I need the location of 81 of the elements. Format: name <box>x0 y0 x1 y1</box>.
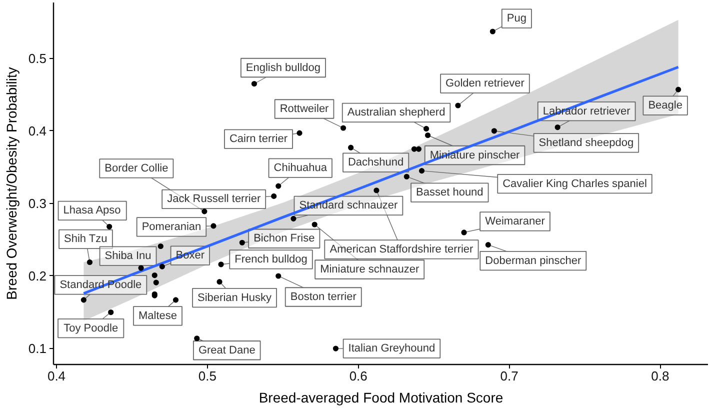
y-tick-label: 0.2 <box>28 268 47 284</box>
point <box>424 132 431 138</box>
annotation: Standard Poodle <box>60 278 142 291</box>
point <box>218 262 224 268</box>
annotation: Miniature schnauzer <box>320 263 420 276</box>
point <box>271 193 277 199</box>
annotation: Shih Tzu <box>64 233 108 246</box>
point <box>491 128 497 134</box>
point <box>676 86 682 92</box>
y-tick-label: 0.3 <box>28 196 47 211</box>
annotation: Basset hound <box>416 186 484 199</box>
point <box>485 242 491 248</box>
point <box>340 125 346 131</box>
annotation: Siberian Husky <box>198 292 272 304</box>
point <box>172 297 179 303</box>
point <box>455 102 461 108</box>
annotation: Golden retriever <box>446 78 525 90</box>
point <box>80 297 86 303</box>
point <box>108 309 114 316</box>
y-tick-label: 0.4 <box>28 123 47 138</box>
y-tick-label: 0.5 <box>28 50 47 66</box>
annotation: Rottweiler <box>280 103 330 116</box>
annotation: Dachshund <box>348 156 404 169</box>
annotation: Shetland sheepdog <box>538 136 634 149</box>
point <box>153 280 159 286</box>
point <box>404 174 410 180</box>
point <box>423 126 430 132</box>
annotation: Weimaraner <box>485 215 546 228</box>
x-tick-label: 0.4 <box>47 368 66 384</box>
point <box>461 230 467 236</box>
point <box>276 273 282 279</box>
x-axis-title: Breed-averaged Food Motivation Score <box>258 390 504 406</box>
annotation: Border Collie <box>104 162 168 174</box>
annotation: English bulldog <box>246 62 321 74</box>
annotation: American Staffordshire terrier <box>330 243 474 256</box>
point <box>332 346 339 352</box>
annotation: Toy Poodle <box>64 322 118 334</box>
x-tick-label: 0.5 <box>198 368 216 384</box>
annotation: Cavalier King Charles spaniel <box>502 178 647 190</box>
point <box>86 259 93 266</box>
point <box>194 336 200 342</box>
annotation: Australian shepherd <box>347 106 446 119</box>
annotation: Lhasa Apso <box>63 204 121 217</box>
point <box>312 222 318 228</box>
point <box>239 240 245 246</box>
y-tick-label: 0.1 <box>28 341 47 356</box>
y-axis-title: Breed Overweight/Obesity Probability <box>3 67 20 300</box>
annotation: Jack Russell terrier <box>167 193 261 206</box>
point <box>138 265 144 271</box>
point <box>276 183 282 189</box>
point <box>348 144 354 150</box>
point <box>159 264 165 270</box>
annotation: Beagle <box>648 100 682 112</box>
point <box>374 188 380 194</box>
x-tick-label: 0.8 <box>651 368 670 384</box>
point <box>296 130 302 136</box>
annotation: Bichon Frise <box>254 232 315 245</box>
point <box>202 208 208 214</box>
annotation: Pug <box>506 12 526 25</box>
annotation: Boston terrier <box>290 290 357 303</box>
point <box>210 223 216 229</box>
annotation: French bulldog <box>234 253 308 266</box>
annotation: Doberman pinscher <box>485 254 582 267</box>
point <box>418 168 425 174</box>
point <box>152 272 158 278</box>
annotation: Chihuahua <box>274 162 328 174</box>
annotation: Cairn terrier <box>229 133 288 146</box>
point <box>158 243 164 250</box>
annotation: Great Dane <box>198 344 256 356</box>
point <box>106 224 112 230</box>
x-tick-label: 0.7 <box>500 368 518 384</box>
annotation: Maltese <box>138 310 178 322</box>
annotation: Shiba Inu <box>104 250 152 262</box>
point <box>554 124 560 130</box>
annotation: Italian Greyhound <box>348 342 436 355</box>
point <box>251 80 258 87</box>
point <box>290 216 296 222</box>
x-tick-label: 0.6 <box>349 368 368 384</box>
point <box>490 28 496 34</box>
annotation: Pomeranian <box>142 220 202 233</box>
point <box>216 279 222 285</box>
